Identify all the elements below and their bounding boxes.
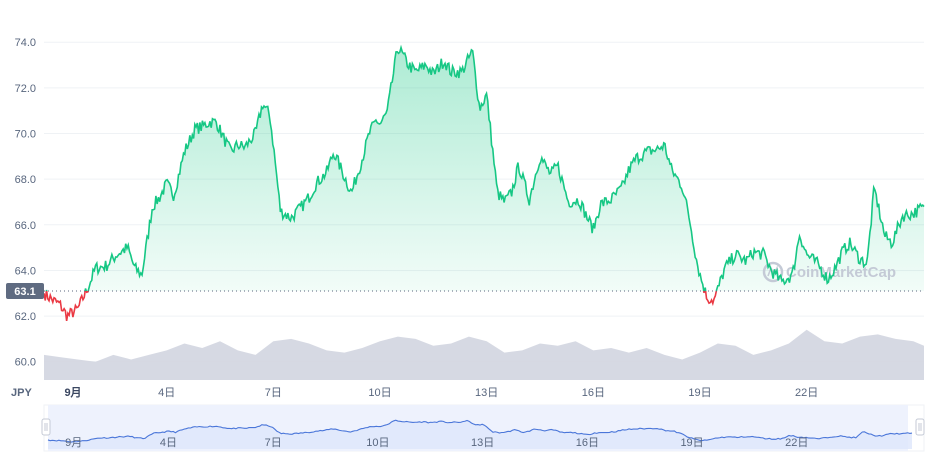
y-axis: 60.0 62.0 64.0 66.0 68.0 70.0 72.0 74.0 xyxy=(15,37,36,369)
volume-area xyxy=(44,329,924,380)
x-tick-label: 19日 xyxy=(688,387,711,399)
price-area xyxy=(46,47,924,291)
current-price-badge-bg xyxy=(6,282,44,299)
navigator-tick-label: 10日 xyxy=(366,437,389,449)
x-tick-label: 4日 xyxy=(158,387,175,399)
x-tick-label: 7日 xyxy=(265,387,282,399)
watermark-text: CoinMarketCap xyxy=(786,264,896,281)
y-tick-label: 72.0 xyxy=(15,83,36,95)
navigator-tick-label: 13日 xyxy=(471,437,494,449)
price-line xyxy=(43,44,925,322)
navigator-left-handle[interactable] xyxy=(41,418,51,436)
y-tick-label: 70.0 xyxy=(15,129,36,141)
navigator-right-handle[interactable] xyxy=(915,418,925,436)
right-handle-grip[interactable] xyxy=(915,418,925,436)
price-area-fill xyxy=(46,47,924,291)
y-tick-label: 60.0 xyxy=(15,357,36,369)
y-tick-label: 68.0 xyxy=(15,174,36,186)
price-line-up xyxy=(45,44,925,291)
x-tick-label: 16日 xyxy=(582,387,605,399)
range-navigator[interactable]: 9月 4日 7日 10日 13日 16日 19日 22日 xyxy=(41,404,925,452)
coinmarketcap-watermark: CoinMarketCap xyxy=(762,261,896,283)
volume-series xyxy=(44,329,924,380)
navigator-tick-label: 9月 xyxy=(65,437,82,449)
navigator-series xyxy=(47,419,913,443)
left-handle-grip[interactable] xyxy=(41,418,51,436)
navigator-tick-label: 19日 xyxy=(680,437,703,449)
navigator-tick-label: 22日 xyxy=(785,437,808,449)
x-tick-label: 10日 xyxy=(368,387,391,399)
x-axis: 9月 4日 7日 10日 13日 16日 19日 22日 xyxy=(64,386,818,399)
navigator-tick-label: 7日 xyxy=(265,437,282,449)
navigator-tick-label: 4日 xyxy=(160,437,177,449)
navigator-line xyxy=(47,419,913,449)
y-tick-label: 66.0 xyxy=(15,220,36,232)
x-tick-label: 9月 xyxy=(64,386,81,399)
x-tick-label: 13日 xyxy=(475,387,498,399)
current-price-badge: 63.1 xyxy=(6,282,44,299)
x-tick-label: 22日 xyxy=(795,387,818,399)
currency-label: JPY xyxy=(11,387,32,399)
current-price-label: 63.1 xyxy=(14,286,35,298)
navigator-tick-label: 16日 xyxy=(576,437,599,449)
y-tick-label: 62.0 xyxy=(15,311,36,323)
navigator-area xyxy=(48,420,912,449)
y-tick-label: 74.0 xyxy=(15,37,36,49)
navigator-x-axis: 9月 4日 7日 10日 13日 16日 19日 22日 xyxy=(65,437,808,449)
y-tick-label: 64.0 xyxy=(15,265,36,277)
coinmarketcap-logo-icon xyxy=(762,261,784,283)
